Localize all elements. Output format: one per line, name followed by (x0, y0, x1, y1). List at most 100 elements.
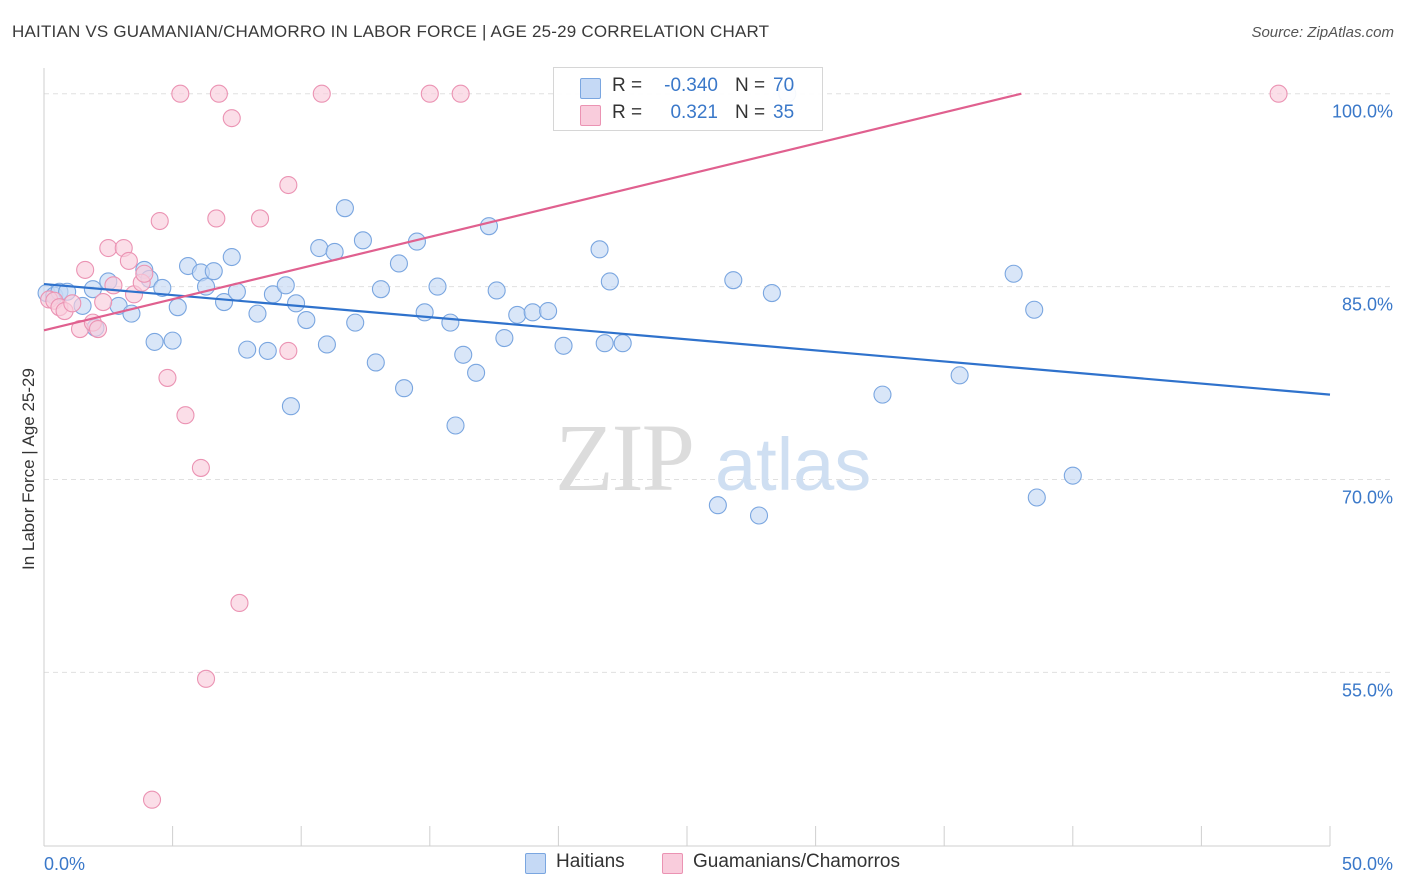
y-tick-label: 70.0% (1342, 488, 1393, 508)
haitian-point (317, 335, 336, 354)
guamanian-point (119, 251, 138, 270)
watermark-zip: ZIP (555, 404, 693, 511)
haitian-point (258, 341, 277, 360)
guamanian-point (191, 458, 210, 477)
guamanian-point (76, 260, 95, 279)
haitian-point (366, 353, 385, 372)
haitian-point (600, 272, 619, 291)
legend-r-value-guamanians: 0.321 (670, 102, 718, 123)
legend-n-label: N = (735, 75, 766, 96)
x-tick-label-max: 50.0% (1342, 854, 1393, 874)
haitian-point (222, 247, 241, 267)
haitian-point (335, 199, 354, 218)
haitian-point (613, 334, 632, 353)
haitian-point (590, 240, 609, 259)
y-tick-label: 100.0% (1332, 102, 1393, 122)
series-label-guamanians: Guamanians/Chamorros (693, 851, 900, 872)
series-label-haitians: Haitians (556, 851, 625, 872)
haitian-point (389, 254, 408, 273)
haitian-point (495, 328, 514, 348)
chart-title: HAITIAN VS GUAMANIAN/CHAMORRO IN LABOR F… (12, 22, 770, 41)
haitian-point (297, 310, 316, 330)
haitian-point (762, 283, 781, 303)
haitian-point (950, 366, 969, 385)
haitian-point (467, 363, 486, 382)
guamanian-point (209, 84, 228, 103)
guamanian-point (94, 292, 113, 312)
guamanian-point (279, 175, 298, 195)
legend-r-value-haitians: -0.340 (664, 75, 718, 96)
legend-n-value-haitians: 70 (773, 75, 795, 96)
haitian-point (168, 298, 187, 317)
haitian-point (441, 313, 460, 332)
haitian-point (554, 336, 573, 355)
haitian-point (310, 238, 329, 258)
legend-n-value-guamanians: 35 (773, 102, 795, 123)
haitian-point (523, 303, 542, 322)
haitian-point (238, 340, 257, 359)
guamanian-point (150, 211, 169, 231)
guamanian-point (176, 406, 195, 425)
haitian-point (276, 276, 295, 295)
haitian-point (446, 416, 465, 435)
guamanian-point (88, 319, 108, 339)
guamanian-point (196, 669, 216, 688)
guamanian-point (135, 264, 154, 283)
haitian-point (595, 334, 614, 353)
haitian-point (1004, 264, 1023, 283)
haitian-point (508, 305, 527, 324)
haitian-point (1063, 466, 1082, 485)
guamanian-point (420, 84, 439, 103)
haitian-point (873, 385, 892, 404)
haitian-point (346, 313, 365, 332)
guamanian-point (222, 109, 241, 128)
haitian-point (395, 379, 414, 398)
guamanian-point (279, 341, 298, 360)
haitian-point (214, 292, 234, 312)
haitian-point (163, 331, 182, 350)
stats-legend: R = -0.340 N = 70 R = 0.321 N = 35 (553, 67, 823, 131)
haitian-point (1027, 488, 1046, 507)
haitian-point (371, 280, 390, 299)
haitian-point (487, 281, 506, 300)
guamanian-point (250, 209, 270, 228)
legend-swatch-guamanians (580, 105, 601, 126)
x-tick-label-min: 0.0% (44, 854, 85, 874)
guamanian-point (312, 84, 331, 103)
guamanian-point (451, 84, 470, 103)
watermark-atlas: atlas (715, 423, 871, 506)
haitian-point (428, 277, 447, 296)
haitian-point (539, 301, 558, 321)
haitian-point (281, 397, 300, 416)
y-tick-label: 55.0% (1342, 680, 1393, 700)
haitian-point (724, 271, 743, 290)
haitian-point (749, 506, 769, 525)
guamanian-point (1269, 84, 1288, 103)
haitian-point (248, 304, 267, 323)
haitian-point (287, 294, 306, 313)
y-axis-label: In Labor Force | Age 25-29 (19, 368, 38, 570)
haitian-trend-line (43, 282, 1331, 396)
guamanian-point (207, 209, 226, 228)
series-swatch-haitians (525, 853, 546, 874)
guamanian-point (230, 593, 249, 613)
legend-row-haitians: R = -0.340 N = 70 (554, 75, 822, 101)
haitian-point (1025, 300, 1044, 319)
guamanian-point (171, 84, 190, 103)
haitian-point (204, 262, 223, 281)
legend-r-label: R = (612, 75, 643, 96)
legend-swatch-haitians (580, 78, 601, 99)
haitian-point (454, 345, 473, 364)
guamanian-point (99, 238, 118, 258)
legend-n-label: N = (735, 102, 766, 123)
guamanian-point (63, 294, 82, 313)
guamanian-point (142, 790, 162, 809)
guamanian-trend-line (43, 92, 1022, 332)
y-tick-label: 85.0% (1342, 295, 1393, 315)
legend-row-guamanians: R = 0.321 N = 35 (554, 102, 822, 128)
haitian-point (353, 231, 372, 250)
haitian-point (708, 496, 727, 515)
haitian-point (153, 278, 172, 297)
haitian-point (145, 332, 164, 351)
